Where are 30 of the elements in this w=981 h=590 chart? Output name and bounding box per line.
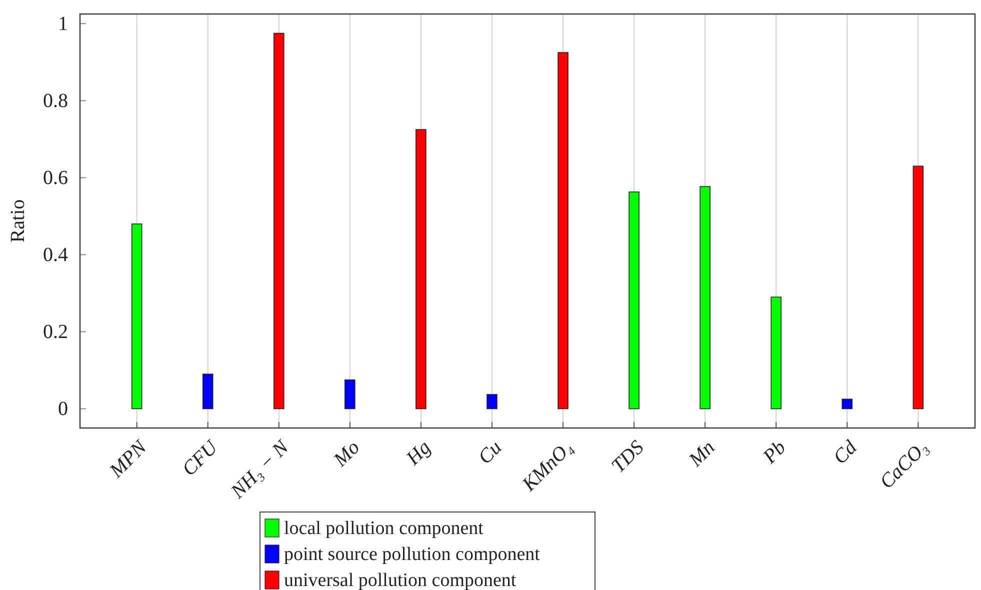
bar	[842, 398, 853, 410]
bar	[131, 223, 142, 410]
x-tick-label: NH₃ − N	[226, 435, 294, 504]
bar	[628, 192, 640, 410]
y-tick-label: 0.6	[43, 167, 68, 190]
y-tick-label: 1	[58, 13, 68, 36]
y-tick-label: 0.2	[43, 321, 68, 344]
bar	[770, 296, 782, 410]
x-tick-label: Hg	[402, 436, 436, 470]
legend-label: universal pollution component	[284, 570, 517, 590]
x-tick-label: Cd	[829, 436, 862, 469]
bar	[912, 166, 924, 410]
bar	[700, 186, 710, 410]
y-axis-title: Ratio	[7, 199, 29, 243]
x-tick-label: TDS	[607, 436, 648, 478]
bar	[558, 52, 568, 410]
bar	[416, 129, 426, 410]
x-tick-label: Cu	[474, 436, 506, 469]
x-tick-label: Mn	[684, 436, 720, 472]
bar	[273, 32, 284, 410]
bar	[486, 394, 498, 410]
legend-label: local pollution component	[284, 518, 484, 539]
y-tick-label: 0	[58, 398, 68, 420]
x-tick-label: Pb	[758, 436, 790, 469]
bar	[202, 374, 214, 410]
y-tick-label: 0.4	[43, 244, 68, 266]
legend-label: point source pollution component	[284, 544, 541, 565]
y-tick-label: 0.8	[43, 90, 68, 112]
bar	[344, 379, 356, 410]
x-tick-label: Mo	[328, 436, 364, 472]
